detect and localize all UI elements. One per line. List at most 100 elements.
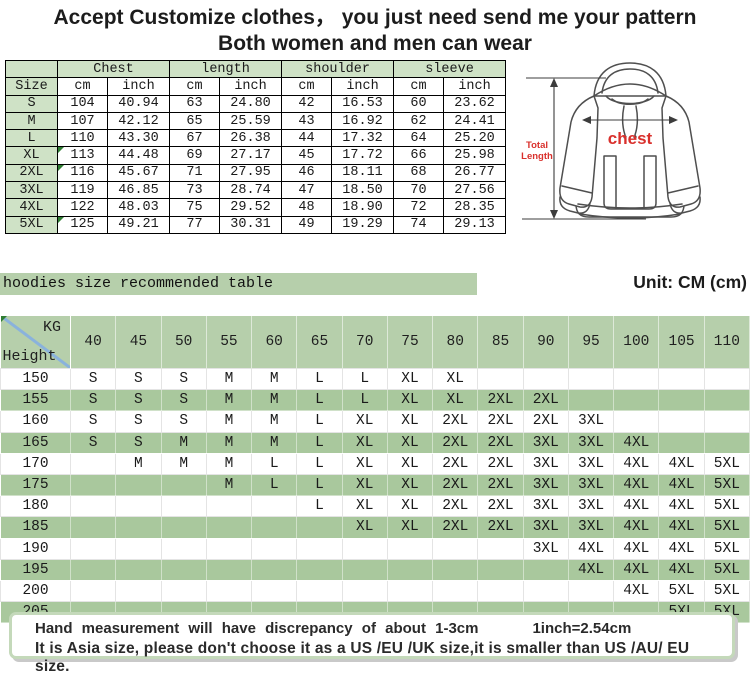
rec-table-row: 170 M M M L L XL XL 2XL 2XL 3XL 3XL 4XL 4XL 5XL: [0, 452, 750, 475]
size-label-cell: S: [5, 94, 58, 113]
size-value-cell: 45.67: [106, 163, 171, 183]
group-header-chest: Chest: [56, 59, 171, 79]
size-table-row: S 104 40.94 63 24.80 42 16.53 60 23.62: [5, 94, 507, 113]
size-value-cell: 64: [393, 129, 445, 148]
size-value-cell: 125: [57, 215, 108, 234]
recommended-size-cell: 5XL: [703, 558, 750, 581]
weight-header-cell: 40: [70, 316, 117, 369]
recommended-size-cell: [703, 367, 750, 391]
weight-header-cell: 65: [296, 316, 343, 369]
recommended-size-cell: 4XL: [613, 473, 660, 497]
size-value-cell: 18.11: [331, 163, 395, 183]
height-value-cell: 200: [0, 579, 71, 603]
recommended-size-cell: 4XL: [658, 473, 705, 497]
unit-header-cm: cm: [169, 77, 221, 96]
recommended-size-cell: S: [115, 410, 162, 433]
recommended-size-cell: 4XL: [567, 558, 615, 581]
recommended-size-cell: 4XL: [658, 537, 705, 560]
size-value-cell: 67: [169, 129, 221, 148]
recommended-size-cell: 4XL: [613, 537, 660, 560]
recommended-size-cell: 2XL: [432, 431, 479, 454]
size-value-cell: 74: [393, 215, 445, 234]
recommended-size-cell: [432, 579, 479, 603]
size-table-row: L 110 43.30 67 26.38 44 17.32 64 25.20: [5, 129, 507, 148]
size-value-cell: 29.52: [219, 198, 283, 217]
page-title-line1: Accept Customize clothes， you just need …: [53, 6, 697, 29]
recommended-size-cell: 2XL: [522, 389, 569, 412]
recommended-size-cell: 3XL: [522, 537, 569, 560]
recommended-size-cell: [477, 558, 524, 581]
recommended-size-cell: 2XL: [477, 495, 524, 518]
size-label-cell: 5XL: [5, 215, 58, 234]
weight-header-cell: 100: [613, 316, 660, 369]
recommended-size-cell: [69, 473, 117, 497]
size-value-cell: 46: [281, 163, 333, 183]
recommended-size-cell: 3XL: [567, 473, 615, 497]
size-value-cell: 70: [393, 181, 445, 200]
size-value-cell: 77: [169, 215, 221, 234]
recommended-size-cell: S: [115, 367, 162, 391]
recommended-size-cell: [296, 579, 343, 603]
recommended-size-cell: [251, 558, 298, 581]
unit-header-inch: inch: [106, 77, 171, 96]
weight-header-cell: 90: [523, 316, 569, 369]
recommended-size-cell: M: [115, 452, 162, 475]
size-value-cell: 26.38: [219, 129, 283, 148]
size-value-cell: 62: [393, 111, 445, 131]
recommended-size-cell: M: [160, 431, 207, 454]
size-table-row: M 107 42.12 65 25.59 43 16.92 62 24.41: [5, 111, 507, 131]
size-value-cell: 119: [57, 181, 108, 200]
recommended-size-cell: M: [251, 431, 298, 454]
total-length-label-line2: Length: [521, 151, 553, 162]
recommended-size-cell: 2XL: [432, 473, 479, 497]
size-value-cell: 113: [57, 146, 108, 165]
size-value-cell: 68: [393, 163, 445, 183]
size-value-cell: 18.50: [331, 181, 395, 200]
recommended-size-cell: [69, 558, 117, 581]
rec-header-row: KG Height 40 45 50 55 60 65 70 75 80 85 90 95 100 105…: [0, 316, 750, 369]
size-label-cell: 4XL: [5, 198, 58, 217]
recommended-size-cell: 5XL: [703, 516, 750, 539]
size-value-cell: 110: [57, 129, 108, 148]
recommended-size-cell: [567, 367, 615, 391]
recommended-size-cell: 3XL: [567, 410, 615, 433]
weight-header-cell: 60: [251, 316, 298, 369]
recommended-size-cell: 3XL: [567, 516, 615, 539]
recommended-size-cell: [160, 558, 207, 581]
kg-label: KG: [42, 319, 61, 336]
recommended-size-cell: 3XL: [522, 495, 569, 518]
recommended-size-cell: 2XL: [432, 452, 479, 475]
recommended-size-cell: [477, 579, 524, 603]
recommended-size-cell: XL: [386, 516, 434, 539]
size-value-cell: 48.03: [106, 198, 171, 217]
rec-table-row: 185 XL XL 2XL 2XL 3XL 3XL 4XL 4XL 5XL: [0, 516, 750, 539]
recommended-size-cell: M: [205, 367, 253, 391]
size-value-cell: 75: [169, 198, 221, 217]
recommended-size-cell: [613, 367, 660, 391]
recommended-size-cell: 4XL: [613, 452, 660, 475]
recommended-size-cell: L: [341, 389, 388, 412]
recommended-size-cell: [69, 579, 117, 603]
recommended-size-cell: 3XL: [567, 431, 615, 454]
recommended-size-cell: [658, 389, 705, 412]
recommended-size-cell: [386, 579, 434, 603]
recommended-size-cell: XL: [386, 431, 434, 454]
height-value-cell: 175: [0, 473, 71, 497]
recommended-size-cell: 2XL: [477, 431, 524, 454]
size-value-cell: 66: [393, 146, 445, 165]
recommended-size-cell: S: [160, 367, 207, 391]
weight-header-cell: 110: [704, 316, 750, 369]
size-value-cell: 17.32: [331, 129, 395, 148]
note-discrepancy-text: Hand measurement will have discrepancy o…: [35, 620, 479, 637]
size-value-cell: 43: [281, 111, 333, 131]
recommended-size-cell: M: [205, 431, 253, 454]
size-value-cell: 29.13: [443, 215, 507, 234]
size-label-cell: 3XL: [5, 181, 58, 200]
rec-table-row: 150 S S S M M L L XL XL: [0, 367, 750, 391]
recommended-size-cell: [205, 495, 253, 518]
size-value-cell: 26.77: [443, 163, 507, 183]
weight-header-cell: 50: [161, 316, 207, 369]
recommended-size-cell: 5XL: [703, 473, 750, 497]
unit-header-cm: cm: [393, 77, 445, 96]
recommended-size-cell: 4XL: [567, 537, 615, 560]
